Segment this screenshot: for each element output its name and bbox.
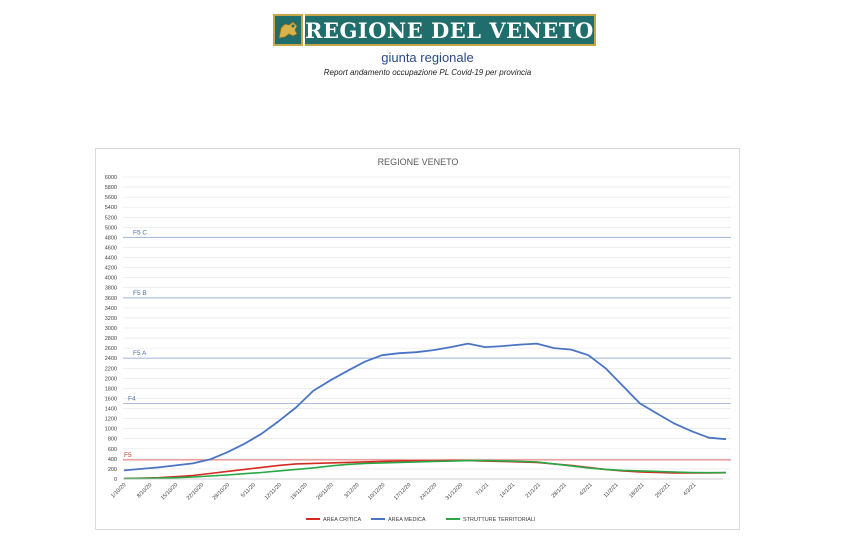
x-tick-label: 10/12/20 xyxy=(367,482,386,501)
logo-band: REGIONE DEL VENETO xyxy=(305,14,596,46)
y-tick-label: 200 xyxy=(108,467,117,473)
regione-veneto-logo: REGIONE DEL VENETO xyxy=(273,14,596,46)
y-tick-label: 3800 xyxy=(105,286,117,292)
logo-text: REGIONE DEL VENETO xyxy=(305,17,594,43)
x-tick-label: 29/10/20 xyxy=(212,482,231,501)
x-tick-label: 24/12/20 xyxy=(419,482,438,501)
threshold-label: F5 A xyxy=(133,350,147,357)
y-tick-label: 4800 xyxy=(105,235,117,241)
threshold-label: F5 B xyxy=(133,290,147,297)
x-tick-label: 17/12/20 xyxy=(393,482,412,501)
report-header: REGIONE DEL VENETO giunta regionale Repo… xyxy=(0,0,855,90)
y-tick-label: 1400 xyxy=(105,407,117,413)
x-tick-label: 8/10/20 xyxy=(136,482,153,499)
threshold-label: F5 xyxy=(124,452,132,459)
report-title: Report andamento occupazione PL Covid-19… xyxy=(323,68,532,77)
x-tick-label: 21/1/21 xyxy=(525,482,542,499)
legend-label: STRUTTURE TERRITORIALI xyxy=(463,517,536,523)
y-tick-label: 4200 xyxy=(105,266,117,272)
y-tick-label: 5200 xyxy=(105,215,117,221)
y-tick-label: 2600 xyxy=(105,346,117,352)
x-tick-label: 11/2/21 xyxy=(603,482,620,499)
y-tick-label: 2800 xyxy=(105,336,117,342)
y-tick-label: 5400 xyxy=(105,205,117,211)
threshold-label: F4 xyxy=(128,396,136,403)
x-tick-label: 14/1/21 xyxy=(499,482,516,499)
y-tick-label: 2400 xyxy=(105,356,117,362)
x-tick-label: 25/2/21 xyxy=(654,482,671,499)
y-tick-label: 5000 xyxy=(105,225,117,231)
y-tick-label: 1000 xyxy=(105,427,117,433)
y-tick-label: 4600 xyxy=(105,245,117,251)
y-tick-label: 3000 xyxy=(105,326,117,332)
x-tick-label: 1/10/20 xyxy=(110,482,127,499)
series-line xyxy=(123,459,727,480)
x-tick-label: 26/11/20 xyxy=(316,482,335,501)
y-tick-label: 4400 xyxy=(105,256,117,262)
x-tick-label: 28/1/21 xyxy=(551,482,568,499)
y-tick-label: 600 xyxy=(108,447,117,453)
chart-frame: REGIONE VENETO F5 C F5 B F5 A F4 F5 0 200 400 6… xyxy=(95,148,740,530)
x-tick-label: 15/10/20 xyxy=(160,482,179,501)
legend: AREA CRITICA AREA MEDICA STRUTTURE TERRITO… xyxy=(306,517,536,523)
y-tick-label: 1200 xyxy=(105,417,117,423)
y-tick-label: 3200 xyxy=(105,316,117,322)
y-tick-label: 800 xyxy=(108,437,117,443)
y-tick-label: 6000 xyxy=(105,175,117,181)
x-tick-label: 31/12/20 xyxy=(445,482,464,501)
x-tick-label: 4/3/21 xyxy=(682,482,697,497)
subtitle: giunta regionale xyxy=(381,50,474,65)
threshold-layer: F5 C F5 B F5 A F4 F5 xyxy=(123,229,731,461)
x-tick-label: 19/11/20 xyxy=(290,482,309,501)
x-tick-label: 4/2/21 xyxy=(579,482,594,497)
grid-layer xyxy=(123,176,731,480)
y-tick-label: 3400 xyxy=(105,306,117,312)
x-tick-label: 3/12/20 xyxy=(343,482,360,499)
series-line xyxy=(123,342,727,472)
x-tick-label: 18/2/21 xyxy=(628,482,645,499)
y-tick-label: 1800 xyxy=(105,386,117,392)
lion-emblem-icon xyxy=(273,14,303,46)
y-tick-label: 5800 xyxy=(105,185,117,191)
line-chart: REGIONE VENETO F5 C F5 B F5 A F4 F5 0 200 400 6… xyxy=(105,157,731,523)
y-tick-label: 0 xyxy=(114,477,117,483)
legend-label: AREA MEDICA xyxy=(388,517,426,523)
x-tick-label: 12/11/20 xyxy=(264,482,283,501)
y-tick-label: 1600 xyxy=(105,396,117,402)
series-layer xyxy=(123,342,727,480)
y-tick-label: 4000 xyxy=(105,276,117,282)
y-tick-label: 2000 xyxy=(105,376,117,382)
legend-label: AREA CRITICA xyxy=(323,517,362,523)
chart-title: REGIONE VENETO xyxy=(378,157,459,167)
x-tick-label: 22/10/20 xyxy=(186,482,205,501)
x-tick-label: 7/1/21 xyxy=(475,482,490,497)
y-tick-label: 400 xyxy=(108,457,117,463)
x-tick-label: 5/11/20 xyxy=(240,482,257,499)
threshold-label: F5 C xyxy=(133,229,147,236)
y-tick-label: 5600 xyxy=(105,195,117,201)
y-tick-label: 2200 xyxy=(105,366,117,372)
y-tick-label: 3600 xyxy=(105,296,117,302)
